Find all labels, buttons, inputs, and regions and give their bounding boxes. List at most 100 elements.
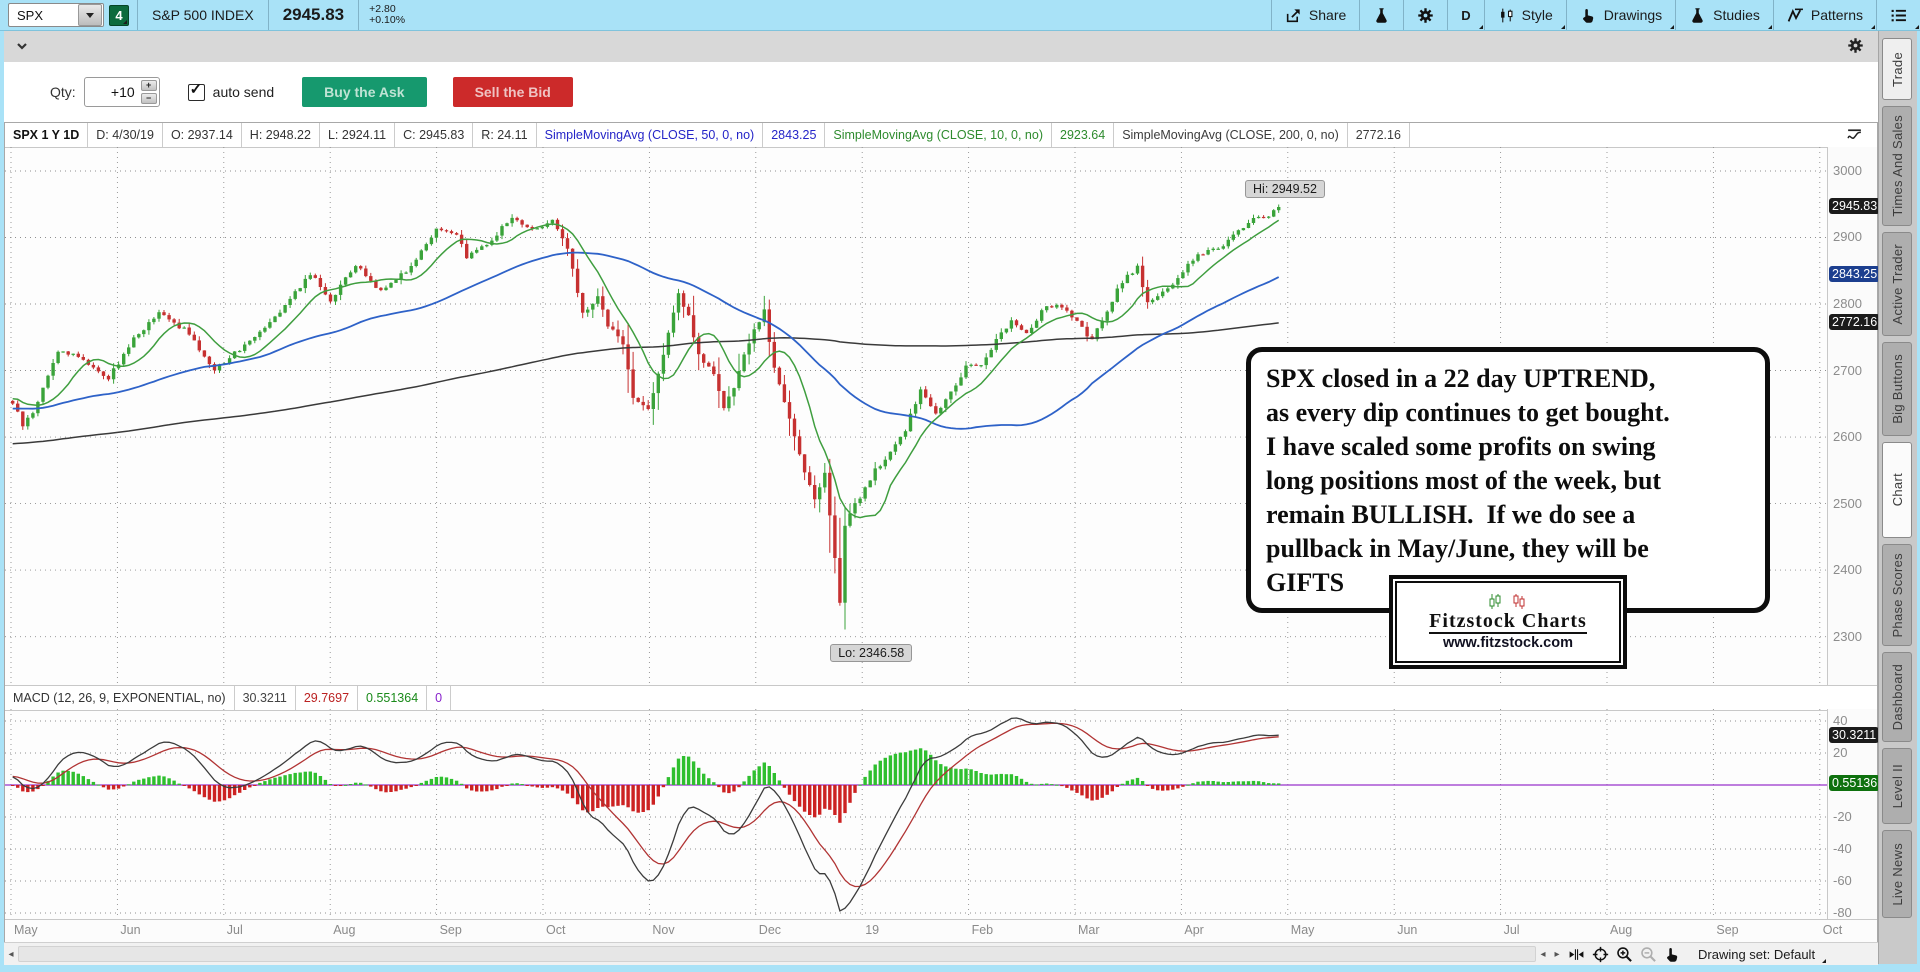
- annotation-note[interactable]: SPX closed in a 22 day UPTREND, as every …: [1246, 347, 1770, 613]
- auto-send-checkbox[interactable]: [187, 80, 205, 101]
- time-axis-label: Aug: [1610, 923, 1633, 937]
- toolbar-timeframe-button[interactable]: D: [1447, 0, 1483, 30]
- annotation-line: long positions most of the week, but: [1266, 466, 1662, 495]
- toolbar-studies-label: Studies: [1713, 7, 1760, 23]
- tab-active-trader[interactable]: Active Trader: [1882, 232, 1912, 336]
- tab-big-buttons[interactable]: Big Buttons: [1882, 342, 1912, 436]
- panel-settings-gear-icon[interactable]: [1847, 37, 1864, 54]
- toolbar-settings-button[interactable]: [1403, 0, 1447, 30]
- toolbar-patterns-label: Patterns: [1810, 7, 1863, 23]
- macd-pane: 40 20 -20 -40 -60 -80 30.3211 0.55136: [5, 709, 1881, 920]
- low-label: Lo: 2346.58: [830, 643, 913, 662]
- tab-label: Dashboard: [1889, 663, 1905, 731]
- chart-header-cell: R: 24.11: [473, 123, 537, 147]
- hand-tool-button[interactable]: [1660, 944, 1684, 964]
- crosshair-button[interactable]: [1588, 944, 1612, 964]
- tab-phase-scores[interactable]: Phase Scores: [1882, 544, 1912, 646]
- chart-header-cell: H: 2948.22: [242, 123, 320, 147]
- toolbar-patterns-button[interactable]: Patterns: [1772, 0, 1876, 30]
- sell-the-bid-button[interactable]: Sell the Bid: [452, 77, 573, 107]
- axis-price-badge: 2772.16: [1829, 313, 1881, 330]
- quantity-decrease-button[interactable]: −: [140, 93, 157, 104]
- scroll-step-right-button[interactable]: ▸: [1554, 948, 1560, 960]
- share-icon: [1285, 7, 1302, 24]
- chart-mode-icon[interactable]: [1846, 126, 1864, 144]
- qty-label: Qty:: [50, 84, 76, 100]
- dropdown-arrow-icon: [86, 12, 94, 18]
- scroll-track[interactable]: [18, 946, 1536, 962]
- target-icon: [1592, 946, 1609, 963]
- time-axis-label: Aug: [333, 923, 356, 937]
- chart-header-cell: 2923.64: [1052, 123, 1115, 147]
- tab-level-ii[interactable]: Level II: [1882, 748, 1912, 824]
- chart-panel: SPX 1 Y 1D D: 4/30/19 O: 2937.14 H: 2948.22…: [4, 122, 1881, 942]
- macd-header-cell: 29.7697: [296, 686, 359, 710]
- chart-header-cell: SPX 1 Y 1D: [5, 123, 89, 147]
- auto-send-option[interactable]: auto send: [187, 80, 274, 101]
- buy-the-ask-button[interactable]: Buy the Ask: [302, 77, 427, 107]
- pan-button[interactable]: [1564, 944, 1588, 964]
- chart-header-cell: 2843.25: [763, 123, 826, 147]
- price-chart-canvas[interactable]: [5, 147, 1827, 685]
- chart-ohlc-header: SPX 1 Y 1D D: 4/30/19 O: 2937.14 H: 2948.22…: [5, 123, 1877, 148]
- quantity-value[interactable]: +10: [110, 84, 135, 100]
- macd-header-cell: 30.3211: [235, 686, 296, 710]
- tab-live-news[interactable]: Live News: [1882, 830, 1912, 918]
- patterns-icon: [1787, 7, 1804, 24]
- time-axis-label: May: [1290, 923, 1315, 937]
- gear-icon: [1417, 7, 1434, 24]
- price-axis[interactable]: 3000 2900 2800 2700 2600 2500 2400 2300 2945.83 2…: [1827, 147, 1881, 685]
- macd-axis[interactable]: 40 20 -20 -40 -60 -80 30.3211 0.55136: [1827, 709, 1881, 920]
- annotation-line: SPX closed in a 22 day UPTREND,: [1266, 364, 1656, 393]
- toolbar-drawings-button[interactable]: Drawings: [1565, 0, 1675, 30]
- wave-icon: [1846, 126, 1864, 143]
- scroll-step-left-button[interactable]: ◂: [1540, 948, 1546, 960]
- scroll-left-button[interactable]: ◂: [8, 948, 14, 960]
- tab-label: Chart: [1889, 473, 1905, 507]
- fitzstock-logo: Fitzstock Charts www.fitzstock.com: [1389, 575, 1627, 669]
- toolbar-style-label: Style: [1521, 7, 1553, 23]
- tab-times-and-sales[interactable]: Times And Sales: [1882, 106, 1912, 226]
- macd-chart-canvas[interactable]: [5, 709, 1827, 919]
- tab-dashboard[interactable]: Dashboard: [1882, 652, 1912, 742]
- dropdown-corner-icon: [1871, 25, 1875, 29]
- quantity-increase-button[interactable]: +: [140, 80, 157, 91]
- symbol-combo[interactable]: SPX: [8, 3, 104, 27]
- symbol-input[interactable]: SPX: [17, 7, 44, 23]
- chart-header-cell: O: 2937.14: [163, 123, 242, 147]
- axis-tick-label: 2500: [1833, 495, 1862, 511]
- time-axis-label: Jul: [226, 923, 243, 937]
- zoom-in-icon: [1616, 946, 1633, 963]
- linked-group-badge[interactable]: 4: [109, 4, 129, 26]
- toolbar-chart-menu-button[interactable]: [1876, 0, 1920, 30]
- zoom-out-button[interactable]: [1636, 944, 1660, 964]
- toolbar-timeframe-label: D: [1461, 7, 1471, 23]
- dropdown-corner-icon: [1915, 25, 1919, 29]
- dropdown-corner-icon: [1670, 25, 1675, 29]
- hand-icon: [1664, 946, 1681, 963]
- time-axis[interactable]: May Jun Jul Aug Sep Oct Nov Dec 19 Feb Mar Apr May Ju…: [5, 919, 1877, 942]
- axis-tick-label: 40: [1833, 713, 1848, 728]
- chart-header-cell: SimpleMovingAvg (CLOSE, 200, 0, no): [1114, 123, 1348, 147]
- toolbar-right-group: Share D Style Drawings Studies Patterns: [1270, 0, 1920, 30]
- quantity-stepper[interactable]: +10 + −: [83, 77, 160, 107]
- tab-trade[interactable]: Trade: [1882, 38, 1912, 100]
- drawing-set-selector[interactable]: Drawing set: Default: [1694, 945, 1827, 964]
- tab-chart[interactable]: Chart: [1882, 442, 1912, 538]
- toolbar-share-label: Share: [1308, 7, 1347, 23]
- toolbar-share-button[interactable]: Share: [1270, 0, 1359, 30]
- toolbar-studies-button[interactable]: Studies: [1675, 0, 1773, 30]
- toolbar-style-button[interactable]: Style: [1483, 0, 1566, 30]
- bottom-bar: ◂ ◂ ▸ Drawing set: Default: [4, 942, 1878, 965]
- high-label: Hi: 2949.52: [1245, 179, 1325, 198]
- symbol-dropdown-button[interactable]: [78, 4, 102, 26]
- collapse-bar: [4, 30, 1878, 63]
- change-percent: +0.10%: [369, 14, 406, 26]
- toolbar-analyze-button[interactable]: [1359, 0, 1403, 30]
- last-price: 2945.83: [267, 0, 358, 30]
- dropdown-corner-icon: [1822, 958, 1827, 963]
- chevron-down-icon: [14, 38, 30, 55]
- collapse-chevron-button[interactable]: [14, 38, 30, 54]
- zoom-in-button[interactable]: [1612, 944, 1636, 964]
- time-axis-label: Nov: [652, 923, 675, 937]
